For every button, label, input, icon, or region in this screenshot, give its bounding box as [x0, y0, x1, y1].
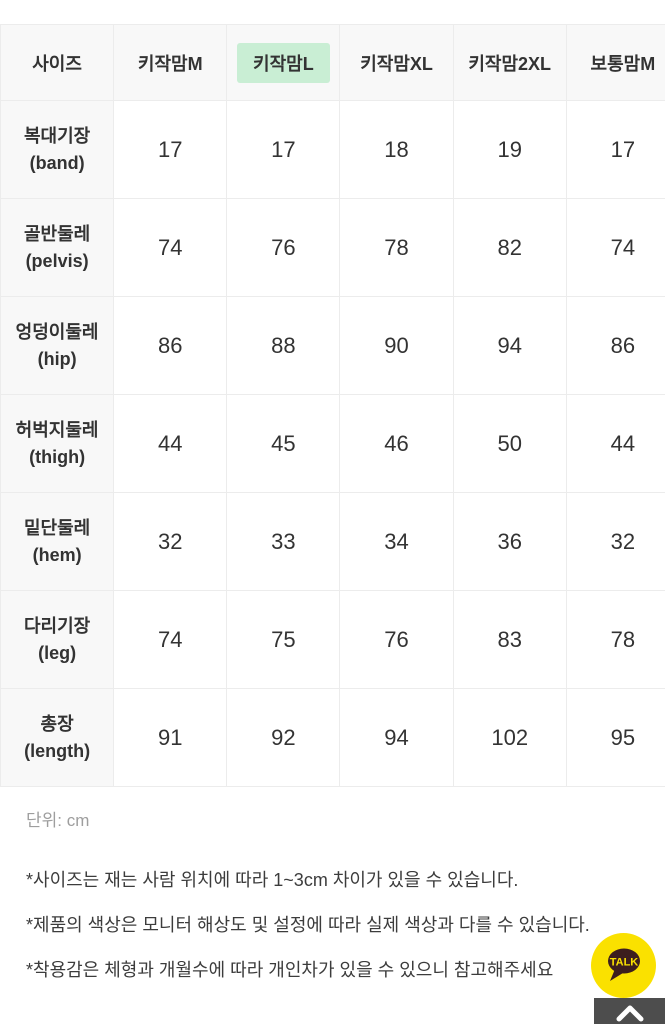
row-label: 허벅지둘레 (thigh): [0, 394, 115, 493]
measurement-cell: 18: [339, 100, 454, 199]
measurement-cell: 74: [565, 198, 665, 297]
column-header: 키작맘2XL: [452, 24, 567, 101]
measurement-cell: 88: [226, 296, 341, 395]
row-label-korean: 밑단둘레: [23, 517, 91, 538]
measurement-cell: 34: [339, 492, 454, 591]
measurement-cell: 102: [452, 688, 567, 787]
size-chart-header-row: 사이즈 키작맘M 키작맘L 키작맘XL 키작맘2XL 보통맘M: [0, 24, 665, 101]
note-line: *사이즈는 재는 사람 위치에 따라 1~3cm 차이가 있을 수 있습니다.: [26, 870, 519, 890]
measurement-cell: 76: [226, 198, 341, 297]
measurement-cell: 82: [452, 198, 567, 297]
table-row: 다리기장 (leg) 74 75 76 83 78: [0, 590, 665, 689]
row-label-english: (length): [24, 740, 91, 761]
row-label-english: (hip): [37, 348, 77, 369]
measurement-cell: 74: [113, 590, 228, 689]
row-label-korean: 복대기장: [23, 125, 91, 146]
kakao-talk-button[interactable]: TALK: [591, 933, 656, 998]
measurement-cell: 45: [226, 394, 341, 493]
table-row: 골반둘레 (pelvis) 74 76 78 82 74: [0, 198, 665, 297]
kakao-talk-icon: TALK: [591, 933, 656, 998]
measurement-cell: 44: [565, 394, 665, 493]
measurement-cell: 86: [113, 296, 228, 395]
measurement-cell: 94: [452, 296, 567, 395]
row-label-english: (band): [29, 152, 85, 173]
row-label: 골반둘레 (pelvis): [0, 198, 115, 297]
column-header: 키작맘M: [113, 24, 228, 101]
measurement-cell: 90: [339, 296, 454, 395]
row-label: 엉덩이둘레 (hip): [0, 296, 115, 395]
measurement-cell: 36: [452, 492, 567, 591]
size-chart-table: 사이즈 키작맘M 키작맘L 키작맘XL 키작맘2XL 보통맘M 복대기장 (band) 17 1…: [0, 24, 665, 787]
measurement-cell: 86: [565, 296, 665, 395]
measurement-cell: 32: [113, 492, 228, 591]
note-line: *착용감은 체형과 개월수에 따라 개인차가 있을 수 있으니 참고해주세요: [26, 960, 554, 980]
measurement-cell: 74: [113, 198, 228, 297]
note-line: *제품의 색상은 모니터 해상도 및 설정에 따라 실제 색상과 다를 수 있습…: [26, 915, 590, 935]
row-label: 복대기장 (band): [0, 100, 115, 199]
column-header: 사이즈: [0, 24, 115, 101]
measurement-cell: 92: [226, 688, 341, 787]
row-label-english: (thigh): [29, 446, 86, 467]
row-label: 다리기장 (leg): [0, 590, 115, 689]
column-header: 키작맘XL: [339, 24, 454, 101]
row-label-english: (pelvis): [25, 250, 89, 271]
chevron-up-icon: [616, 1005, 643, 1022]
scroll-to-top-button[interactable]: [594, 998, 665, 1024]
measurement-cell: 91: [113, 688, 228, 787]
table-row: 총장 (length) 91 92 94 102 95: [0, 688, 665, 787]
table-row: 엉덩이둘레 (hip) 86 88 90 94 86: [0, 296, 665, 395]
measurement-cell: 78: [565, 590, 665, 689]
row-label-english: (hem): [32, 544, 82, 565]
row-label: 총장 (length): [0, 688, 115, 787]
measurement-cell: 46: [339, 394, 454, 493]
row-label-korean: 총장: [40, 713, 74, 734]
row-label-korean: 엉덩이둘레: [15, 321, 99, 342]
measurement-cell: 50: [452, 394, 567, 493]
measurement-cell: 95: [565, 688, 665, 787]
measurement-cell: 75: [226, 590, 341, 689]
kakao-talk-label: TALK: [610, 957, 639, 969]
column-header: 보통맘M: [565, 24, 665, 101]
measurement-cell: 44: [113, 394, 228, 493]
disclaimer-notes: *사이즈는 재는 사람 위치에 따라 1~3cm 차이가 있을 수 있습니다. *…: [26, 858, 648, 993]
measurement-cell: 83: [452, 590, 567, 689]
row-label-korean: 다리기장: [23, 615, 91, 636]
measurement-cell: 33: [226, 492, 341, 591]
table-row: 허벅지둘레 (thigh) 44 45 46 50 44: [0, 394, 665, 493]
table-row: 밑단둘레 (hem) 32 33 34 36 32: [0, 492, 665, 591]
highlighted-size-badge: 키작맘L: [237, 42, 330, 83]
row-label-korean: 골반둘레: [23, 223, 91, 244]
row-label-english: (leg): [38, 642, 77, 663]
measurement-cell: 78: [339, 198, 454, 297]
measurement-cell: 32: [565, 492, 665, 591]
row-label: 밑단둘레 (hem): [0, 492, 115, 591]
table-row: 복대기장 (band) 17 17 18 19 17: [0, 100, 665, 199]
measurement-cell: 17: [226, 100, 341, 199]
row-label-korean: 허벅지둘레: [15, 419, 99, 440]
column-header: 키작맘L: [226, 24, 341, 101]
measurement-cell: 76: [339, 590, 454, 689]
unit-label: 단위: cm: [26, 811, 90, 830]
measurement-cell: 17: [113, 100, 228, 199]
measurement-cell: 17: [565, 100, 665, 199]
measurement-cell: 94: [339, 688, 454, 787]
measurement-cell: 19: [452, 100, 567, 199]
